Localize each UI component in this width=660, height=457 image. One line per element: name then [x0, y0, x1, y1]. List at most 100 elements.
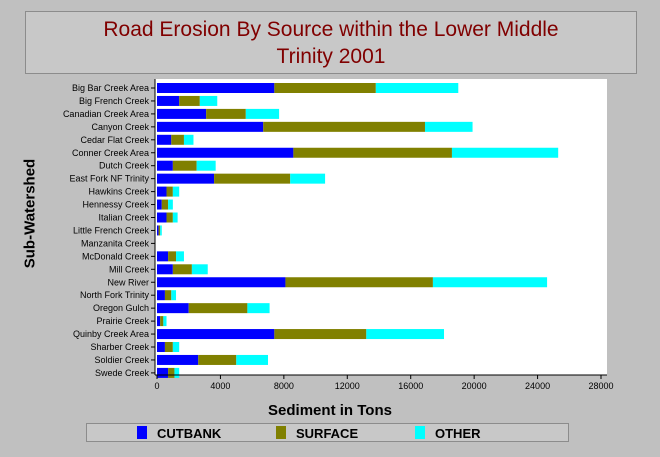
category-label: Sharber Creek — [90, 342, 149, 352]
bar-surface-1 — [179, 95, 200, 106]
bar-surface-3 — [263, 121, 425, 132]
bar-cutbank-2 — [157, 108, 207, 119]
bar-other-7 — [290, 173, 326, 184]
bar-other-2 — [245, 108, 280, 119]
bar-surface-6 — [172, 160, 197, 171]
bar-cutbank-10 — [157, 212, 167, 223]
bar-cutbank-20 — [157, 342, 165, 352]
category-label: Hennessy Creek — [82, 200, 149, 210]
bar-cutbank-18 — [157, 316, 161, 327]
category-label: Prairie Creek — [96, 316, 149, 326]
bar-cutbank-16 — [157, 290, 165, 301]
x-axis-label: Sediment in Tons — [268, 402, 392, 419]
x-tick-label: 0 — [154, 381, 159, 391]
chart-title-line-1: Road Erosion By Source within the Lower … — [103, 18, 559, 41]
category-label: Big Bar Creek Area — [72, 83, 149, 93]
category-label: Soldier Creek — [94, 355, 149, 365]
category-label: Canadian Creek Area — [63, 109, 149, 119]
chart-title-line-2: Trinity 2001 — [276, 45, 386, 68]
bar-surface-2 — [206, 108, 246, 119]
bar-cutbank-9 — [157, 199, 162, 210]
bar-other-16 — [171, 290, 177, 301]
y-axis-label: Sub-Watershed — [21, 158, 39, 269]
bar-cutbank-4 — [157, 134, 172, 145]
bar-surface-18 — [160, 316, 164, 327]
category-label: Cedar Flat Creek — [80, 135, 149, 145]
bar-other-4 — [183, 134, 194, 145]
bar-other-15 — [432, 277, 548, 288]
category-label: New River — [107, 277, 149, 287]
bar-cutbank-6 — [157, 160, 173, 171]
legend-swatch-other — [415, 426, 425, 439]
legend-label-other: OTHER — [435, 426, 481, 441]
bar-other-6 — [196, 160, 216, 171]
bar-other-22 — [174, 367, 180, 378]
category-label: Little French Creek — [73, 225, 150, 235]
bar-cutbank-1 — [157, 95, 180, 106]
bar-surface-17 — [188, 303, 248, 314]
bar-surface-8 — [166, 186, 173, 197]
category-label: Dutch Creek — [99, 161, 150, 171]
category-label: Oregon Gulch — [93, 303, 149, 313]
bar-other-8 — [172, 186, 180, 197]
bar-cutbank-11 — [157, 225, 159, 236]
category-label: Swede Creek — [95, 368, 150, 378]
legend-swatch-cutbank — [137, 426, 147, 439]
bar-cutbank-21 — [157, 354, 199, 365]
bar-surface-9 — [161, 199, 169, 210]
bar-surface-11 — [158, 225, 161, 236]
legend: CUTBANK SURFACE OTHER — [86, 423, 569, 442]
category-label: East Fork NF Trinity — [69, 174, 149, 184]
category-label: Italian Creek — [98, 213, 149, 223]
bar-cutbank-14 — [157, 264, 173, 275]
bar-other-21 — [236, 354, 268, 365]
bar-other-0 — [375, 83, 459, 93]
legend-swatch-surface — [276, 426, 286, 439]
bar-surface-14 — [172, 264, 192, 275]
bar-other-19 — [366, 329, 445, 340]
legend-label-cutbank: CUTBANK — [157, 426, 222, 441]
bar-other-11 — [160, 225, 162, 236]
bar-surface-5 — [293, 147, 452, 158]
bar-surface-21 — [198, 354, 237, 365]
x-tick-label: 12000 — [335, 381, 360, 391]
bar-other-18 — [163, 316, 167, 327]
bar-other-10 — [172, 212, 178, 223]
legend-label-surface: SURFACE — [296, 426, 359, 441]
bar-other-3 — [424, 121, 473, 132]
category-label: Hawkins Creek — [88, 187, 149, 197]
bar-surface-13 — [168, 251, 177, 262]
category-label: McDonald Creek — [82, 251, 150, 261]
bar-surface-15 — [285, 277, 433, 288]
x-tick-label: 28000 — [588, 381, 613, 391]
bar-other-14 — [191, 264, 208, 275]
chart-title: Road Erosion By Source within the Lower … — [25, 11, 637, 74]
bar-cutbank-5 — [157, 147, 294, 158]
bar-cutbank-15 — [157, 277, 286, 288]
category-label: Manzanita Creek — [81, 238, 150, 248]
category-label: Big French Creek — [79, 96, 150, 106]
x-tick-label: 4000 — [210, 381, 230, 391]
bar-cutbank-17 — [157, 303, 189, 314]
bar-surface-10 — [166, 212, 173, 223]
x-tick-label: 20000 — [462, 381, 487, 391]
bar-cutbank-7 — [157, 173, 215, 184]
bar-other-17 — [247, 303, 270, 314]
category-label: Mill Creek — [109, 264, 150, 274]
bar-cutbank-0 — [157, 83, 275, 93]
category-label: Canyon Creek — [91, 122, 149, 132]
bar-cutbank-19 — [157, 329, 275, 340]
bar-other-20 — [172, 342, 180, 352]
bar-surface-7 — [214, 173, 291, 184]
bar-cutbank-3 — [157, 121, 264, 132]
category-label: North Fork Trinity — [80, 290, 150, 300]
bar-surface-16 — [164, 290, 172, 301]
bar-surface-0 — [274, 83, 376, 93]
bar-other-9 — [168, 199, 173, 210]
bar-cutbank-8 — [157, 186, 167, 197]
bar-cutbank-22 — [157, 367, 169, 378]
bar-other-13 — [176, 251, 184, 262]
category-label: Conner Creek Area — [72, 148, 149, 158]
bar-other-5 — [451, 147, 559, 158]
